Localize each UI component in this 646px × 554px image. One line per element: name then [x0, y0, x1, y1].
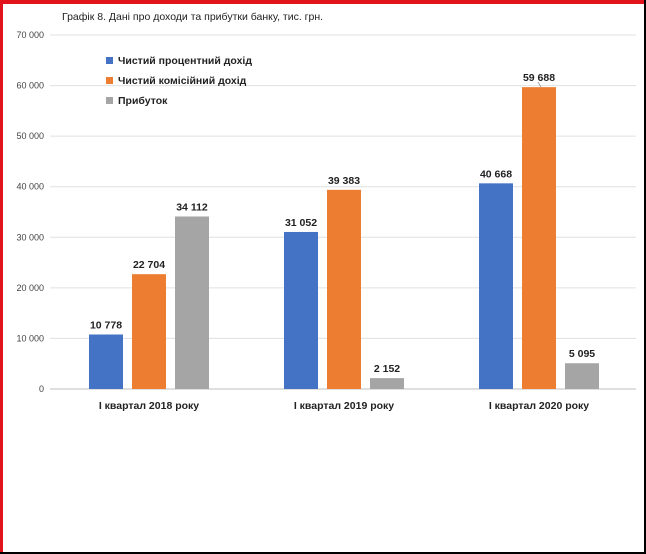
data-label: 31 052 — [285, 217, 317, 229]
y-tick-label: 40 000 — [16, 182, 44, 192]
data-label: 34 112 — [176, 201, 208, 213]
bar — [89, 334, 123, 389]
data-label: 59 688 — [523, 72, 555, 84]
y-tick-label: 20 000 — [16, 283, 44, 293]
legend-label: Чистий комісійний дохід — [118, 75, 247, 87]
bar — [327, 189, 361, 389]
data-label: 39 383 — [328, 175, 360, 187]
bar — [479, 183, 513, 389]
data-label: 40 668 — [480, 168, 512, 180]
data-label: 5 095 — [569, 348, 595, 360]
bar — [175, 216, 209, 389]
legend-label: Прибуток — [118, 95, 168, 107]
data-label: 10 778 — [90, 319, 122, 331]
red-top-border — [0, 0, 646, 4]
data-label: 22 704 — [133, 259, 165, 271]
x-tick-label: І квартал 2019 року — [294, 400, 394, 412]
y-tick-label: 60 000 — [16, 81, 44, 91]
chart-title: Графік 8. Дані про доходи та прибутки ба… — [62, 11, 324, 23]
data-label: 2 152 — [374, 363, 400, 375]
bar — [565, 363, 599, 389]
bar — [522, 87, 556, 389]
x-tick-label: І квартал 2020 року — [489, 400, 589, 412]
x-tick-label: І квартал 2018 року — [99, 400, 199, 412]
bar — [132, 274, 166, 389]
bottom-border — [0, 552, 646, 554]
y-tick-label: 50 000 — [16, 131, 44, 141]
y-tick-label: 70 000 — [16, 30, 44, 40]
bar — [370, 378, 404, 389]
red-left-border — [0, 0, 3, 554]
legend-swatch — [106, 57, 113, 64]
legend-label: Чистий процентний дохід — [118, 55, 252, 67]
y-tick-label: 10 000 — [16, 333, 44, 343]
y-tick-label: 0 — [39, 384, 44, 394]
legend-swatch — [106, 77, 113, 84]
label-leader-line — [537, 81, 542, 88]
right-border — [644, 0, 646, 554]
legend-swatch — [106, 97, 113, 104]
y-tick-label: 30 000 — [16, 232, 44, 242]
bar — [284, 231, 318, 389]
